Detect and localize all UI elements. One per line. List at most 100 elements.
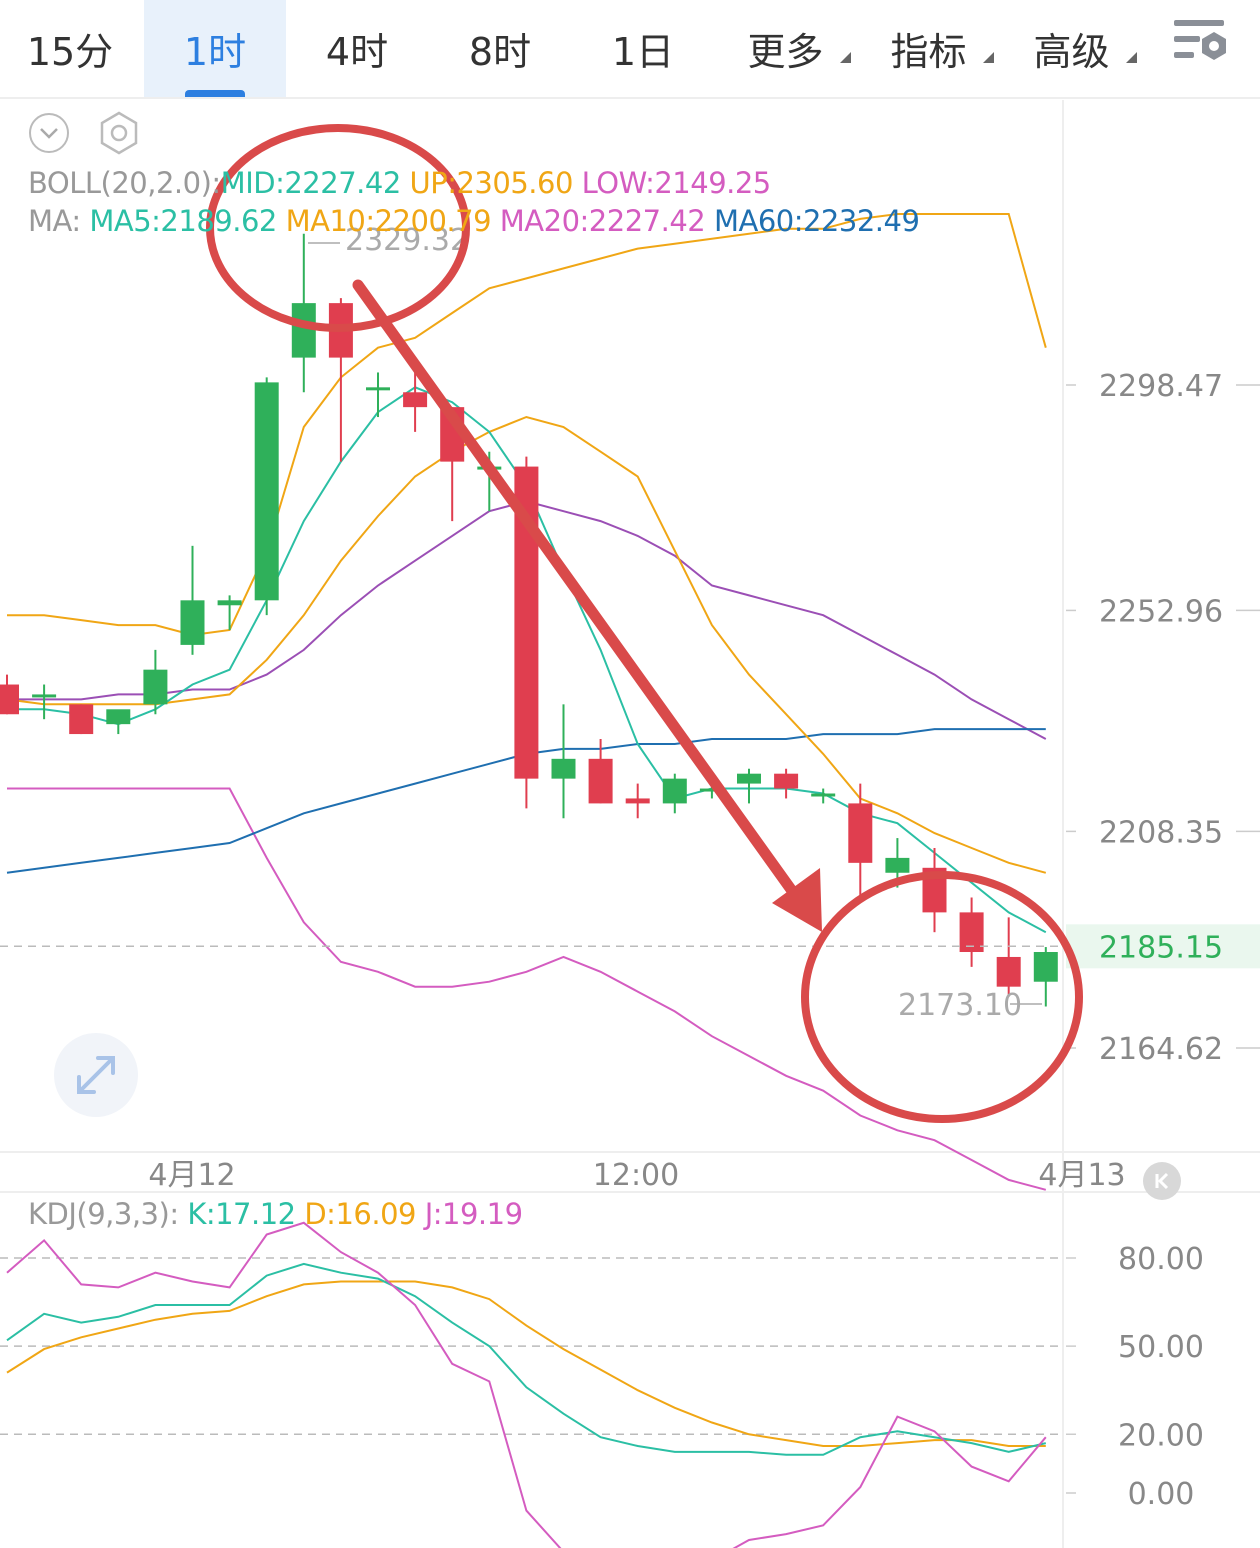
bottom-highlight-circle xyxy=(801,871,1083,1123)
tab-4[interactable]: 8时 xyxy=(428,0,572,97)
tab-label: 1日 xyxy=(611,30,675,74)
dropdown-corner-icon xyxy=(840,52,851,63)
grid-layer xyxy=(0,100,1260,1548)
dropdown-corner-icon xyxy=(983,52,994,63)
tab-label: 指标 xyxy=(890,30,967,74)
time-tick-label: 12:00 xyxy=(593,1158,679,1193)
candle xyxy=(106,709,131,735)
ma10-value: MA10:2200.79 xyxy=(285,204,492,238)
candle-body xyxy=(69,704,94,735)
current-price-label: 2185.15 xyxy=(1099,930,1223,965)
candle xyxy=(774,768,799,799)
candle xyxy=(625,783,650,819)
candle xyxy=(403,367,428,432)
active-tab-indicator xyxy=(185,90,245,97)
candle xyxy=(32,684,57,720)
candle-body xyxy=(588,758,613,804)
time-tick-label: 4月13 xyxy=(1038,1158,1125,1193)
candle xyxy=(180,545,205,655)
high-price-label: 2329.32 xyxy=(345,223,469,258)
kdj-j-line xyxy=(6,1221,1047,1548)
price-tick-label: 2208.35 xyxy=(1099,815,1223,850)
candle-body xyxy=(254,382,279,601)
trend-arrow-shaft xyxy=(352,279,801,901)
kdj-j: J:19.19 xyxy=(424,1197,523,1231)
tab-2[interactable]: 1时 xyxy=(144,0,286,97)
hexagon-gear-icon[interactable] xyxy=(96,110,142,156)
boll-up: UP:2305.60 xyxy=(409,166,574,200)
candle xyxy=(588,739,613,804)
candle xyxy=(848,783,873,903)
candle-body xyxy=(291,303,316,358)
boll-upper-line xyxy=(7,213,1047,637)
candle-body xyxy=(774,773,799,789)
candles xyxy=(0,233,1058,1007)
ma-prefix: MA: xyxy=(28,204,81,238)
candle-body xyxy=(996,956,1021,987)
ma10-line xyxy=(6,415,1047,874)
kdj-k-line xyxy=(6,1262,1047,1456)
kdj-k: K:17.12 xyxy=(187,1197,296,1231)
price-axis: 2298.47 2252.96 2208.35 2164.62 2185.15 4月12 1… xyxy=(0,369,1260,1193)
tab-3[interactable]: 4时 xyxy=(286,0,428,97)
ma60-value: MA60:2232.49 xyxy=(713,204,920,238)
boll-mid: MID:2227.42 xyxy=(220,166,402,200)
candle-body xyxy=(0,684,19,715)
candle-body xyxy=(885,857,910,873)
candle xyxy=(996,917,1021,997)
tab-label: 4时 xyxy=(325,30,389,74)
peak-highlight-circle xyxy=(206,124,470,332)
time-tick-label: 4月12 xyxy=(148,1158,235,1193)
chart-settings-icon[interactable] xyxy=(1168,10,1234,76)
tab-7[interactable]: 指标 xyxy=(857,0,1000,97)
candle-body xyxy=(32,694,57,698)
kdj-panel: 80.00 50.00 20.00 0.00 xyxy=(0,1221,1204,1548)
ma20-value: MA20:2227.42 xyxy=(499,204,706,238)
kdj-tick-label: 50.00 xyxy=(1118,1330,1204,1365)
candle xyxy=(254,377,279,616)
tab-8[interactable]: 高级 xyxy=(1000,0,1143,97)
candle-body xyxy=(366,387,390,391)
candle-body xyxy=(143,669,168,705)
boll-low: LOW:2149.25 xyxy=(581,166,772,200)
tab-6[interactable]: 更多 xyxy=(714,0,857,97)
candle-body xyxy=(551,758,576,779)
low-price-label: 2173.10 xyxy=(898,988,1022,1023)
timeframe-tab-bar: 15分 1时 4时 8时 1日 更多 指标 高级 xyxy=(0,0,1260,99)
candle-body xyxy=(625,798,650,804)
candle xyxy=(662,773,687,814)
ma-legend: MA: MA5:2189.62 MA10:2200.79 MA20:2227.4… xyxy=(28,204,920,238)
kdj-tick-label: 0.00 xyxy=(1128,1477,1195,1512)
boll-legend: BOLL(20,2.0):MID:2227.42 UP:2305.60 LOW:… xyxy=(28,166,771,200)
candle-body xyxy=(662,778,687,804)
tab-label: 15分 xyxy=(26,30,114,74)
tab-5[interactable]: 1日 xyxy=(572,0,714,97)
candle xyxy=(1033,947,1058,1007)
candle-body xyxy=(403,392,428,408)
kdj-legend: KDJ(9,3,3): K:17.12 D:16.09 J:19.19 xyxy=(28,1197,523,1231)
candle-body xyxy=(217,600,242,606)
candle xyxy=(0,674,19,715)
boll-prefix: BOLL(20,2.0): xyxy=(28,166,221,200)
tab-label: 更多 xyxy=(747,30,824,74)
current-price-badge xyxy=(1066,924,1260,969)
chevron-down-circle-icon[interactable] xyxy=(28,112,70,154)
candle-body xyxy=(1033,952,1058,982)
candle-body xyxy=(699,788,724,792)
price-tick-label: 2252.96 xyxy=(1099,594,1223,629)
tab-label: 高级 xyxy=(1033,30,1110,74)
tab-1[interactable]: 15分 xyxy=(0,0,140,97)
ma5-value: MA5:2189.62 xyxy=(89,204,277,238)
jump-to-latest-icon[interactable] xyxy=(1143,1162,1181,1200)
candle xyxy=(366,372,390,418)
candle xyxy=(328,298,353,462)
candle-body xyxy=(737,773,761,784)
candle-body xyxy=(106,709,131,725)
candle xyxy=(291,233,316,393)
tab-label: 1时 xyxy=(183,30,247,74)
candle xyxy=(69,704,94,735)
expand-arrows-icon[interactable] xyxy=(54,1033,138,1117)
candle xyxy=(959,897,984,967)
candle xyxy=(811,788,836,804)
